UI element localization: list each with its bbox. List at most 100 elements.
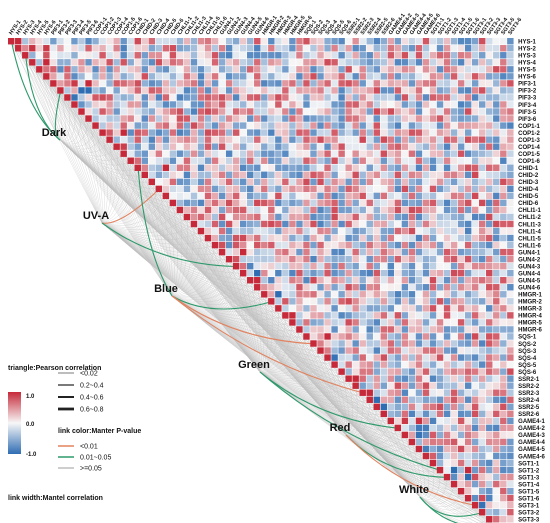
correlation-cell: [366, 227, 373, 235]
correlation-cell: [204, 157, 212, 164]
correlation-cell: [450, 206, 458, 214]
correlation-cell: [507, 466, 514, 474]
correlation-cell: [331, 66, 338, 73]
correlation-cell: [373, 129, 380, 136]
correlation-cell: [162, 59, 170, 66]
correlation-cell: [275, 101, 282, 108]
correlation-cell: [232, 178, 240, 186]
correlation-cell: [218, 150, 226, 157]
correlation-cell: [450, 459, 458, 467]
correlation-cell: [345, 227, 352, 235]
correlation-cell: [303, 115, 310, 122]
correlation-cell: [310, 52, 317, 59]
correlation-cell: [317, 94, 324, 101]
correlation-cell: [352, 298, 359, 305]
correlation-cell: [429, 269, 437, 277]
correlation-cell: [401, 410, 409, 418]
correlation-cell: [415, 424, 423, 432]
correlation-cell: [486, 206, 493, 214]
correlation-cell: [268, 73, 275, 80]
correlation-cell: [387, 262, 395, 270]
correlation-cell: [57, 87, 64, 94]
correlation-cell: [36, 45, 43, 52]
correlation-cell: [162, 101, 170, 108]
correlation-cell: [408, 431, 416, 439]
correlation-cell: [471, 66, 479, 73]
correlation-cell: [394, 319, 402, 326]
correlation-cell: [247, 45, 254, 52]
correlation-cell: [471, 241, 479, 249]
correlation-cell: [387, 305, 395, 312]
correlation-cell: [239, 185, 247, 193]
correlation-cell: [218, 171, 226, 178]
correlation-cell: [268, 269, 275, 277]
correlation-cell: [373, 73, 380, 80]
correlation-cell: [317, 291, 324, 298]
correlation-cell: [401, 361, 409, 368]
correlation-cell: [436, 452, 444, 460]
correlation-cell: [169, 101, 177, 108]
correlation-cell: [254, 80, 261, 87]
correlation-cell: [345, 185, 352, 193]
correlation-cell: [493, 480, 500, 488]
correlation-cell: [254, 94, 261, 101]
correlation-cell: [471, 459, 479, 467]
correlation-cell: [324, 164, 331, 171]
correlation-cell: [464, 136, 472, 143]
correlation-cell: [268, 255, 275, 263]
correlation-cell: [422, 157, 430, 164]
right-variable-label: SQS-3: [518, 349, 537, 355]
correlation-cell: [457, 277, 465, 284]
correlation-cell: [303, 291, 310, 298]
correlation-cell: [507, 312, 514, 319]
correlation-cell: [486, 115, 493, 122]
correlation-cell: [436, 115, 444, 122]
correlation-cell: [106, 94, 113, 101]
correlation-cell: [197, 73, 205, 80]
correlation-cell: [275, 262, 282, 270]
correlation-cell: [197, 143, 205, 150]
correlation-cell: [464, 466, 472, 474]
correlation-cell: [338, 164, 345, 171]
correlation-cell: [443, 122, 451, 129]
correlation-cell: [141, 122, 148, 129]
correlation-cell: [422, 108, 430, 115]
correlation-cell: [352, 382, 359, 389]
correlation-cell: [500, 291, 507, 298]
correlation-cell: [120, 108, 127, 115]
correlation-cell: [436, 38, 444, 45]
correlation-cell: [331, 87, 338, 94]
correlation-cell: [36, 38, 43, 45]
correlation-cell: [169, 45, 177, 52]
correlation-cell: [457, 375, 465, 382]
correlation-cell: [155, 185, 163, 193]
correlation-cell: [303, 108, 310, 115]
correlation-cell: [415, 410, 423, 418]
correlation-cell: [296, 122, 303, 129]
correlation-cell: [134, 66, 141, 73]
correlation-cell: [261, 45, 268, 52]
correlation-cell: [471, 494, 479, 502]
correlation-cell: [415, 185, 423, 193]
mantel-link: [171, 295, 293, 326]
correlation-cell: [500, 52, 507, 59]
correlation-cell: [232, 66, 240, 73]
correlation-cell: [134, 73, 141, 80]
correlation-cell: [373, 150, 380, 157]
correlation-cell: [71, 38, 78, 45]
correlation-cell: [359, 305, 366, 312]
correlation-cell: [464, 326, 472, 333]
correlation-cell: [401, 375, 409, 382]
correlation-cell: [436, 73, 444, 80]
mantel-link: [171, 294, 265, 308]
correlation-cell: [471, 431, 479, 439]
correlation-cell: [289, 291, 296, 298]
correlation-cell: [394, 143, 402, 150]
correlation-cell: [261, 262, 268, 270]
correlation-cell: [106, 108, 113, 115]
correlation-cell: [289, 66, 296, 73]
correlation-cell: [296, 312, 303, 319]
correlation-cell: [190, 192, 198, 200]
correlation-cell: [247, 38, 254, 45]
correlation-cell: [436, 129, 444, 136]
